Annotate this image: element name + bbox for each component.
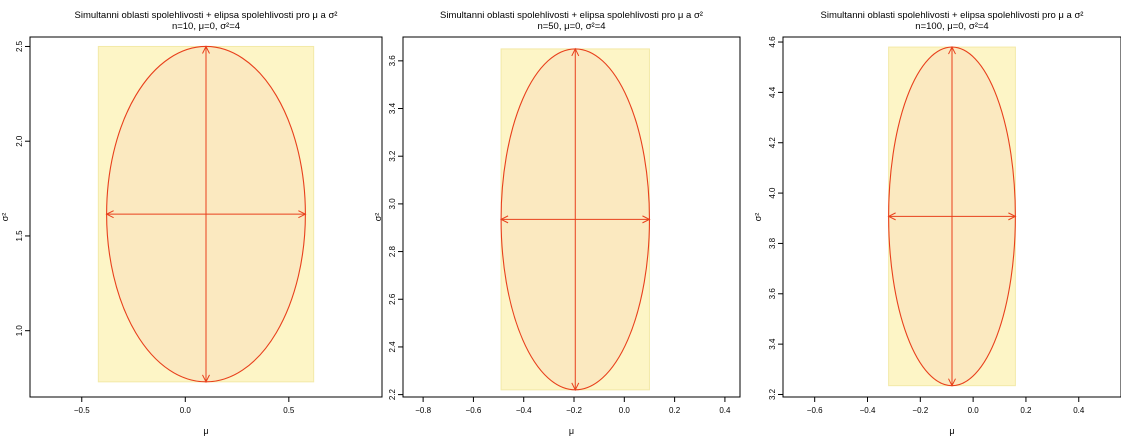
y-tick-label: 4.6	[768, 36, 777, 48]
plot-frame	[782, 36, 1121, 398]
x-tick-label: −0.4	[516, 406, 532, 415]
arrow-head-bottom	[948, 378, 956, 387]
y-tick-label: 3.4	[388, 102, 397, 114]
x-tick-label: 0.2	[1020, 406, 1032, 415]
x-tick-label: 0.0	[968, 406, 980, 415]
x-tick-label: 0.5	[283, 406, 295, 415]
y-tick-label: 3.4	[768, 338, 777, 350]
arrow-head-bottom	[202, 374, 210, 383]
arrow-head-right	[298, 210, 307, 219]
x-tick-label: −0.4	[860, 406, 876, 415]
arrow-head-top	[202, 45, 210, 54]
x-tick-label: −0.6	[807, 406, 823, 415]
y-tick-label: 4.2	[768, 137, 777, 149]
x-axis-label: μ	[949, 426, 954, 436]
x-tick-label: 0.4	[1073, 406, 1085, 415]
y-tick-label: 2.6	[388, 293, 397, 305]
chart-subtitle: n=10, μ=0, σ²=4	[172, 21, 240, 32]
chart-title: Simultanni oblasti spolehlivosti + elips…	[821, 10, 1084, 21]
y-tick-label: 2.0	[15, 135, 24, 147]
y-tick-label: 1.5	[15, 230, 24, 242]
y-tick-label: 2.2	[388, 389, 397, 401]
y-tick-label: 3.6	[388, 55, 397, 67]
y-tick-label: 3.2	[768, 388, 777, 400]
arrow-head-top	[571, 47, 580, 57]
x-tick-label: −0.2	[566, 406, 582, 415]
arrow-head-left	[887, 212, 896, 221]
plot-frame	[402, 36, 741, 398]
panel-3: Simultanni oblasti spolehlivosti + elips…	[753, 10, 1121, 436]
arrow-head-right	[642, 215, 651, 224]
x-tick-label: −0.5	[74, 406, 90, 415]
y-tick-label: 3.0	[388, 198, 397, 210]
y-tick-label: 4.4	[768, 86, 777, 98]
y-tick-label: 2.5	[15, 40, 24, 52]
arrow-head-right	[1008, 212, 1017, 221]
y-tick-label: 1.0	[15, 325, 24, 337]
x-tick-label: 0.4	[719, 406, 731, 415]
y-tick-label: 4.0	[768, 187, 777, 199]
y-tick-label: 3.8	[768, 237, 777, 249]
panel-2: Simultanni oblasti spolehlivosti + elips…	[373, 10, 741, 436]
x-axis-label: μ	[569, 426, 574, 436]
arrow-head-top	[948, 45, 956, 55]
chart-title: Simultanni oblasti spolehlivosti + elips…	[440, 10, 703, 21]
x-tick-label: −0.8	[415, 406, 431, 415]
x-tick-label: 0.2	[669, 406, 681, 415]
arrow-head-left	[499, 215, 509, 224]
x-tick-label: 0.0	[180, 406, 192, 415]
y-axis-label: σ²	[0, 213, 10, 222]
y-tick-label: 2.4	[388, 341, 397, 353]
chart-subtitle: n=100, μ=0, σ²=4	[915, 21, 988, 32]
y-axis-label: σ²	[373, 213, 383, 222]
plot-frame	[29, 36, 383, 398]
x-tick-label: 0.0	[619, 406, 631, 415]
y-tick-label: 2.8	[388, 245, 397, 257]
y-axis-label: σ²	[753, 213, 763, 222]
x-tick-label: −0.6	[466, 406, 482, 415]
chart-title: Simultanni oblasti spolehlivosti + elips…	[75, 10, 338, 21]
y-tick-label: 3.6	[768, 288, 777, 300]
chart-subtitle: n=50, μ=0, σ²=4	[537, 21, 605, 32]
arrow-head-left	[105, 210, 114, 219]
y-tick-label: 3.2	[388, 150, 397, 162]
x-tick-label: −0.2	[912, 406, 928, 415]
arrow-head-bottom	[571, 382, 580, 391]
x-axis-label: μ	[203, 426, 208, 436]
panel-1: Simultanni oblasti spolehlivosti + elips…	[0, 10, 383, 436]
